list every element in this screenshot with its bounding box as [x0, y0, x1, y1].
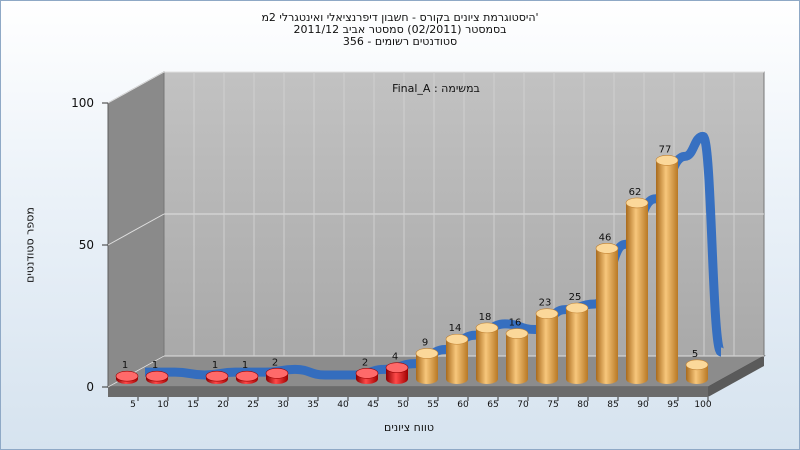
x-tick-label: 65: [487, 400, 498, 410]
data-label: 5: [692, 349, 698, 360]
x-tick-label: 40: [337, 400, 349, 410]
bar-top: [145, 370, 169, 382]
data-label: 9: [422, 337, 428, 348]
floor-edge-front: [108, 387, 708, 397]
bar-body: [476, 327, 498, 384]
data-label: 23: [539, 298, 552, 309]
bar-top: [415, 348, 439, 359]
bar-95: [655, 155, 679, 384]
data-label: 1: [152, 360, 158, 371]
data-label: 25: [569, 292, 582, 303]
y-tick-label: 50: [79, 238, 94, 252]
bar-top: [505, 328, 529, 339]
bar-20: [205, 370, 229, 384]
x-tick-label: 80: [577, 400, 589, 410]
bar-body: [506, 333, 528, 384]
bar-top: [475, 322, 499, 334]
bar-top: [595, 243, 619, 254]
x-tick-label: 100: [694, 400, 711, 410]
bar-top: [265, 368, 289, 379]
bar-body: [626, 202, 648, 384]
chart-annotation: Final_A : במשימה: [392, 82, 480, 95]
x-tick-label: 55: [427, 400, 438, 410]
bar-body: [686, 364, 708, 384]
x-tick-label: 5: [130, 400, 136, 410]
bar-5: [115, 370, 139, 384]
data-label: 1: [212, 360, 218, 371]
bar-top: [115, 370, 139, 382]
bar-top: [385, 362, 409, 373]
x-tick-label: 60: [457, 400, 469, 410]
bar-top: [205, 370, 229, 382]
data-label: 2: [272, 357, 278, 368]
bar-body: [656, 160, 678, 384]
chart-title-line-3: סטודנטים רשומים - 356: [342, 35, 458, 48]
bar-top: [655, 155, 679, 166]
bar-top: [445, 333, 469, 345]
data-label: 14: [449, 323, 462, 334]
x-tick-label: 50: [397, 400, 409, 410]
bar-top: [565, 302, 589, 314]
x-axis-label: טווח ציונים: [384, 421, 434, 434]
bar-top: [625, 197, 649, 209]
bar-30: [265, 368, 289, 384]
bar-75: [535, 308, 559, 384]
bar-100: [685, 359, 709, 384]
data-label: 16: [509, 318, 522, 329]
bar-body: [596, 248, 618, 384]
data-label: 18: [479, 312, 492, 323]
bar-55: [415, 348, 439, 384]
data-label: 62: [629, 187, 642, 198]
x-tick-label: 25: [247, 400, 258, 410]
chart-title-line-1: היסטוגרמת ציונים בקורס - חשבון דיפרנציאל…: [261, 11, 539, 24]
bar-65: [475, 322, 499, 384]
x-tick-label: 70: [517, 400, 529, 410]
x-tick-label: 75: [547, 400, 558, 410]
x-tick-label: 95: [667, 400, 678, 410]
chart-title-line-2: בסמסטר (02/2011) סמסטר אביב 2011/12: [293, 23, 507, 36]
x-tick-label: 10: [157, 400, 169, 410]
x-tick-label: 45: [367, 400, 378, 410]
data-label: 2: [362, 357, 368, 368]
data-label: 1: [242, 360, 248, 371]
y-tick-label: 100: [71, 96, 94, 110]
bar-50: [385, 362, 409, 384]
bar-top: [355, 368, 379, 379]
bar-45: [355, 368, 379, 384]
bar-top: [235, 370, 259, 382]
bar-80: [565, 302, 589, 384]
bar-top: [685, 359, 709, 371]
grid-line-side: [107, 71, 165, 104]
x-tick-label: 90: [637, 400, 649, 410]
bar-90: [625, 197, 649, 384]
bar-10: [145, 370, 169, 384]
grid-line-side: [107, 213, 165, 246]
bar-top: [535, 308, 559, 319]
bar-body: [536, 313, 558, 384]
x-tick-label: 85: [607, 400, 618, 410]
x-tick-label: 15: [187, 400, 198, 410]
bar-body: [446, 339, 468, 384]
bar-body: [566, 308, 588, 384]
data-label: 4: [392, 352, 398, 363]
x-tick-label: 35: [307, 400, 318, 410]
bar-60: [445, 333, 469, 384]
data-label: 77: [659, 144, 672, 155]
x-tick-label: 30: [277, 400, 289, 410]
y-tick-label: 0: [86, 380, 94, 394]
bar-70: [505, 328, 529, 384]
floor-edge-right: [708, 356, 764, 397]
bar-85: [595, 243, 619, 384]
bar-body: [416, 353, 438, 384]
data-label: 46: [599, 232, 612, 243]
grid-line-side: [107, 355, 165, 388]
x-tick-label: 20: [217, 400, 229, 410]
bar-25: [235, 370, 259, 384]
data-label: 1: [122, 360, 128, 371]
